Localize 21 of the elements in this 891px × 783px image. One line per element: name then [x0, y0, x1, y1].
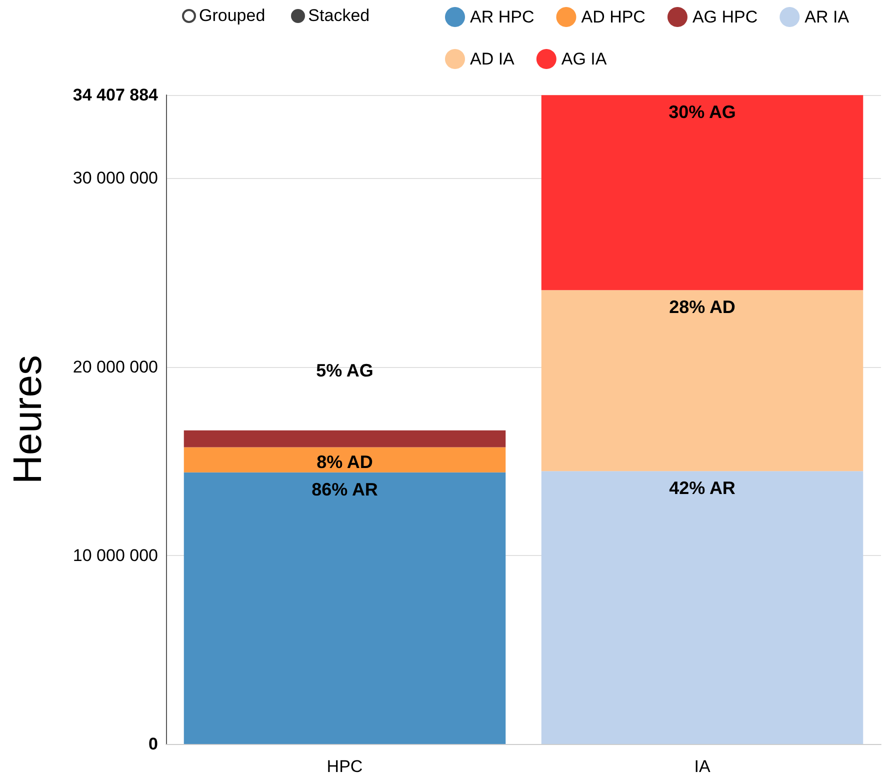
- annotation: 28% AD: [669, 297, 736, 318]
- y-axis-title: Heures: [6, 355, 50, 484]
- legend-label: AG HPC: [692, 8, 758, 26]
- y-tick-label: 20 000 000: [72, 357, 158, 376]
- legend-label: AD HPC: [581, 8, 646, 26]
- legend-label: AR HPC: [470, 8, 534, 26]
- annotation: 5% AG: [316, 360, 374, 380]
- legend-label: AG IA: [561, 50, 608, 68]
- chart-controls: Grouped Stacked: [182, 6, 370, 26]
- y-tick-label: 30 000 000: [72, 168, 158, 188]
- legend-label: AD IA: [470, 50, 516, 68]
- y-tick-label: 10 000 000: [72, 546, 158, 565]
- x-tick-label: HPC: [326, 757, 363, 776]
- legend-label: AR IA: [804, 8, 850, 26]
- x-tick-label: IA: [694, 757, 711, 776]
- annotation: 86% AR: [312, 479, 378, 500]
- annotation: 8% AD: [316, 452, 373, 472]
- y-tick-label: 0: [148, 734, 158, 754]
- annotation: 30% AG: [668, 102, 736, 122]
- y-tick-label: 34 407 884: [72, 86, 159, 104]
- annotation: 42% AR: [669, 478, 736, 498]
